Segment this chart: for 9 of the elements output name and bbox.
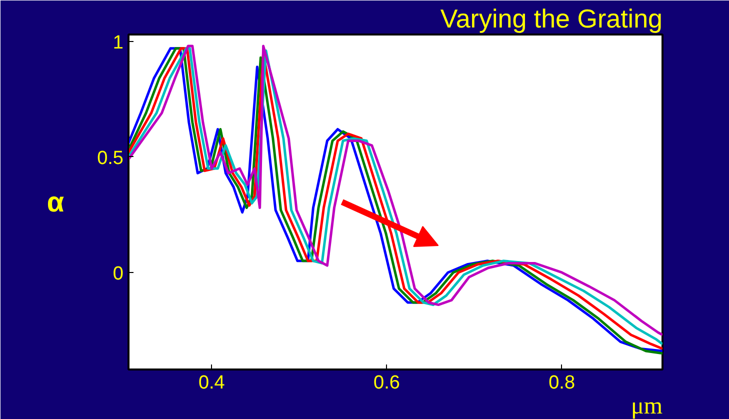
y-tick-label: 0.5 [97,148,124,169]
y-tick-label: 1 [112,32,124,54]
x-tick-label: 0.6 [374,372,400,394]
x-axis-title: μm [630,394,663,419]
y-tick-label: 0 [112,263,124,284]
y-axis-title: α [46,186,64,218]
chart-title: Varying the Grating [440,4,663,34]
x-tick-label: 0.8 [548,372,576,394]
x-tick-label: 0.4 [198,372,226,394]
